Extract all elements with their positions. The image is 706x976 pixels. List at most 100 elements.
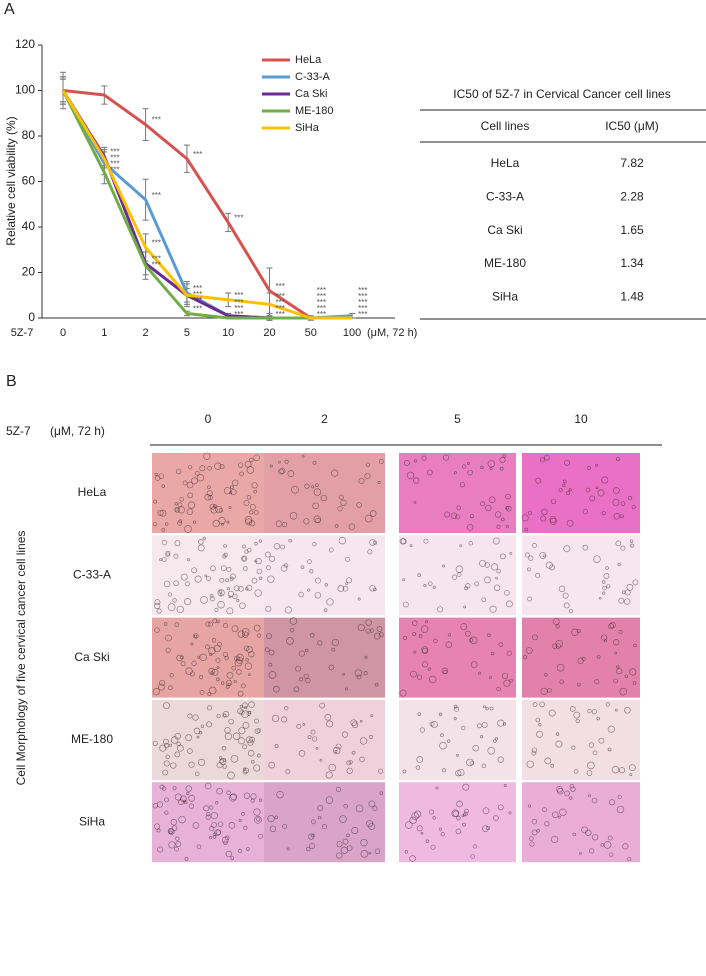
cell — [355, 804, 364, 813]
significance: *** — [317, 292, 326, 301]
cell — [412, 632, 417, 636]
cell — [247, 739, 254, 746]
dose-label: 2 — [321, 412, 328, 426]
cell — [236, 653, 244, 662]
cell — [170, 818, 177, 826]
micrograph — [399, 782, 516, 863]
cell — [336, 852, 343, 859]
table-cell: 7.82 — [620, 156, 644, 170]
cell — [421, 455, 427, 461]
cell — [623, 598, 631, 605]
cell — [312, 542, 317, 547]
significance: *** — [152, 191, 161, 200]
cell — [539, 701, 545, 708]
cell — [571, 745, 576, 750]
cell — [178, 519, 183, 524]
cell — [154, 472, 158, 476]
cell — [208, 686, 217, 695]
cell — [587, 761, 595, 770]
significance: *** — [234, 304, 243, 313]
cell — [469, 638, 474, 643]
cell — [243, 825, 248, 830]
cell — [603, 639, 607, 643]
micrograph — [522, 617, 640, 698]
cell — [307, 559, 312, 564]
significance: *** — [193, 284, 202, 293]
cell — [308, 842, 315, 850]
cell — [197, 544, 205, 552]
x-tick-label: 2 — [143, 327, 149, 339]
cell — [194, 471, 200, 476]
cell — [479, 559, 487, 567]
table-cell: HeLa — [491, 156, 520, 170]
cell — [154, 602, 161, 609]
cell — [232, 479, 239, 487]
cell — [162, 738, 169, 745]
cell — [226, 607, 234, 615]
cell — [499, 456, 506, 463]
cell — [238, 818, 242, 822]
cell — [402, 769, 407, 774]
cell — [348, 523, 356, 531]
cell — [177, 502, 183, 508]
cell — [351, 826, 359, 834]
cell — [484, 576, 491, 584]
dose-label: 10 — [574, 412, 588, 426]
cell — [298, 650, 305, 657]
x-tick-label: 20 — [263, 327, 275, 339]
cell — [498, 642, 504, 648]
cell — [409, 816, 417, 825]
cell — [432, 816, 436, 820]
cell — [502, 722, 507, 726]
cell — [309, 633, 315, 638]
cell — [218, 589, 223, 594]
cell — [478, 671, 482, 675]
cell — [325, 771, 333, 779]
cell — [207, 465, 212, 471]
cell — [379, 791, 383, 795]
cell — [205, 621, 211, 627]
cell — [406, 471, 415, 480]
y-axis-label: Relative cell viability (%) — [4, 116, 18, 245]
cell — [402, 601, 409, 608]
cell — [223, 544, 227, 548]
cell — [624, 706, 631, 714]
cell — [167, 592, 173, 597]
table-header: Cell lines — [481, 119, 530, 133]
cell — [410, 670, 417, 678]
cell — [152, 740, 158, 746]
cell — [575, 718, 580, 724]
cell — [629, 539, 634, 543]
cell — [345, 582, 348, 585]
cell — [239, 471, 244, 477]
legend-label: Ca Ski — [295, 88, 327, 100]
cell — [237, 737, 245, 745]
micrograph — [152, 535, 264, 616]
cell — [411, 812, 420, 820]
cell — [157, 846, 164, 853]
cell — [246, 847, 250, 851]
cell — [199, 465, 206, 472]
cell — [582, 508, 588, 515]
cell — [464, 808, 469, 814]
cell — [321, 824, 327, 830]
cell — [161, 527, 166, 532]
cell — [404, 850, 409, 854]
cell — [500, 553, 506, 560]
cell — [293, 686, 300, 693]
cell — [416, 756, 424, 763]
y-tick-label: 120 — [15, 37, 35, 51]
cell — [469, 514, 474, 519]
cell — [451, 809, 460, 818]
cell — [237, 690, 244, 697]
cell — [377, 480, 381, 485]
cell — [335, 743, 342, 750]
significance: *** — [358, 292, 367, 301]
cell — [483, 705, 486, 709]
cell — [238, 848, 243, 853]
cell — [608, 623, 615, 630]
cell — [613, 487, 620, 494]
cell — [228, 718, 234, 725]
cell — [227, 590, 234, 597]
cell — [488, 496, 496, 504]
